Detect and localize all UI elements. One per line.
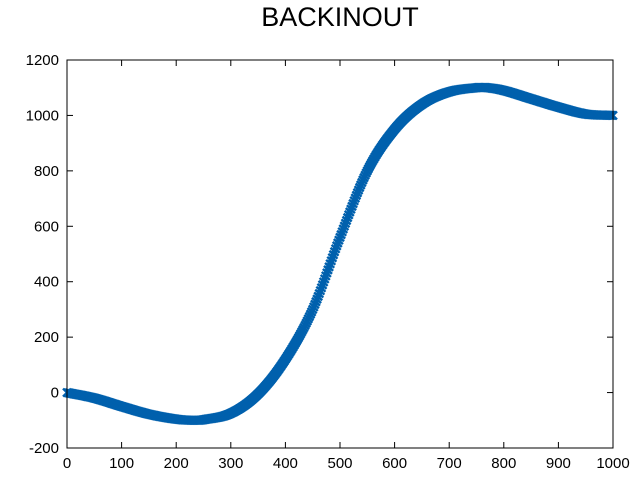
y-tick-label: 400 [34,274,59,291]
x-tick-label: 100 [109,455,134,472]
y-tick-label: 1200 [26,52,59,69]
series-curve [62,82,618,426]
x-tick-label: 700 [437,455,462,472]
y-tick-label: 600 [34,218,59,235]
x-tick-label: 500 [327,455,352,472]
y-tick-label: 200 [34,329,59,346]
chart-title: BACKINOUT [261,2,419,32]
y-tick-label: 0 [51,385,59,402]
x-tick-label: 0 [63,455,71,472]
x-tick-label: 200 [164,455,189,472]
x-tick-label: 600 [382,455,407,472]
x-tick-label: 1000 [596,455,629,472]
x-axis: 0 100 200 300 400 500 600 700 800 900 1000 [63,60,630,472]
x-tick-label: 300 [218,455,243,472]
plot-frame [66,59,614,449]
x-tick-label: 400 [273,455,298,472]
y-tick-label: 1000 [26,107,59,124]
y-axis: 1200 1000 800 600 400 200 0 -200 [26,52,613,457]
x-tick-label: 900 [546,455,571,472]
y-tick-label: -200 [29,440,59,457]
y-tick-label: 800 [34,163,59,180]
x-tick-label: 800 [491,455,516,472]
